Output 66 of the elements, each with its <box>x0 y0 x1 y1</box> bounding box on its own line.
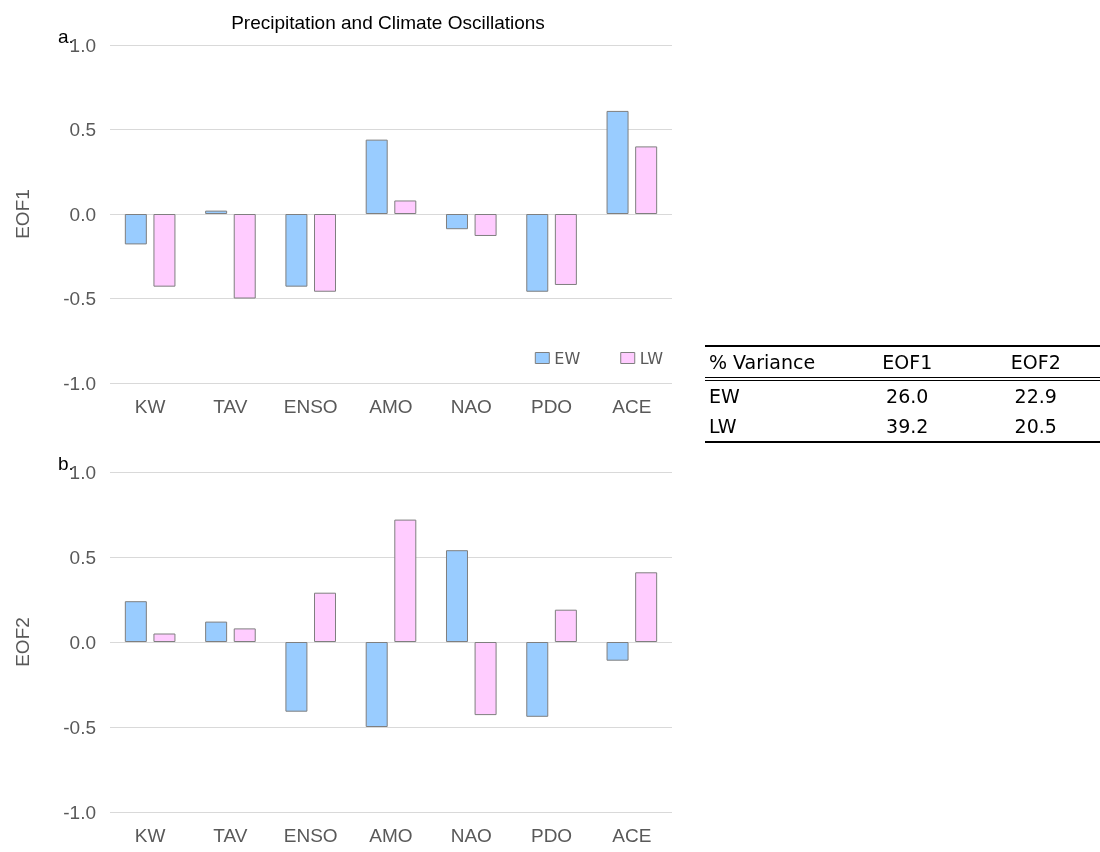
x-tick-label: ENSO <box>283 825 338 846</box>
text: EOF2 <box>1009 350 1062 375</box>
y-tick-label: 1.0 <box>69 461 96 483</box>
x-tick-label: TAV <box>213 396 248 417</box>
bar <box>314 592 337 642</box>
y-axis-title: EOF2 <box>12 617 33 667</box>
bar <box>474 214 497 236</box>
bar <box>635 572 658 642</box>
x-tick-label: PDO <box>530 396 573 417</box>
x-tick-label: AMO <box>369 396 413 417</box>
bar <box>606 110 629 214</box>
bar <box>474 642 497 716</box>
bar <box>394 519 417 642</box>
chart-title: Precipitation and Climate Oscillations <box>231 12 545 33</box>
category-label: LW <box>708 414 738 439</box>
bar <box>153 214 176 287</box>
y-tick-label: -1.0 <box>63 801 96 823</box>
x-tick-label: TAV <box>213 825 248 846</box>
bar <box>124 601 147 642</box>
y-tick-label: -1.0 <box>63 372 96 394</box>
x-tick-label: ACE <box>612 825 652 846</box>
text: EOF1 <box>881 350 934 375</box>
y-tick-label: 0.0 <box>69 203 96 225</box>
bar <box>526 642 549 717</box>
bar <box>314 214 337 292</box>
bar <box>554 214 577 285</box>
x-tick-label: AMO <box>369 825 413 846</box>
bar <box>233 628 256 642</box>
x-tick-label: NAO <box>450 825 492 846</box>
bar <box>554 609 577 642</box>
x-tick-label: KW <box>134 396 166 417</box>
y-tick-label: -0.5 <box>63 288 96 309</box>
bar <box>233 214 256 299</box>
bar <box>205 621 228 642</box>
data-label: 39.2 <box>885 414 930 439</box>
x-tick-label: PDO <box>530 825 573 846</box>
bar <box>445 214 468 230</box>
y-axis-title: EOF1 <box>12 189 33 239</box>
y-tick-label: 0.5 <box>69 119 96 140</box>
bar <box>285 642 308 712</box>
legend-label: EW <box>554 348 581 368</box>
x-tick-label: ENSO <box>283 396 338 417</box>
bar <box>365 642 388 727</box>
y-tick-label: -0.5 <box>63 716 96 738</box>
bar <box>445 550 468 642</box>
bar <box>606 642 629 661</box>
x-tick-label: ACE <box>612 396 652 417</box>
bar <box>635 146 658 214</box>
x-tick-label: NAO <box>450 396 492 417</box>
y-tick-label: 0.0 <box>69 631 96 653</box>
bar <box>394 200 417 214</box>
y-tick-label: 0.5 <box>69 546 96 568</box>
data-label: 26.0 <box>885 384 930 409</box>
bar <box>124 214 147 245</box>
y-tick-label: 1.0 <box>69 34 96 56</box>
data-label: 20.5 <box>1013 414 1058 439</box>
bar <box>205 210 228 214</box>
category-label: EW <box>708 384 741 409</box>
bar <box>526 214 549 292</box>
legend-label: LW <box>639 348 664 368</box>
x-tick-label: KW <box>134 825 166 846</box>
bar <box>365 139 388 214</box>
bar <box>285 214 308 287</box>
text: % Variance <box>708 350 817 375</box>
bar <box>153 633 176 642</box>
data-label: 22.9 <box>1013 384 1058 409</box>
